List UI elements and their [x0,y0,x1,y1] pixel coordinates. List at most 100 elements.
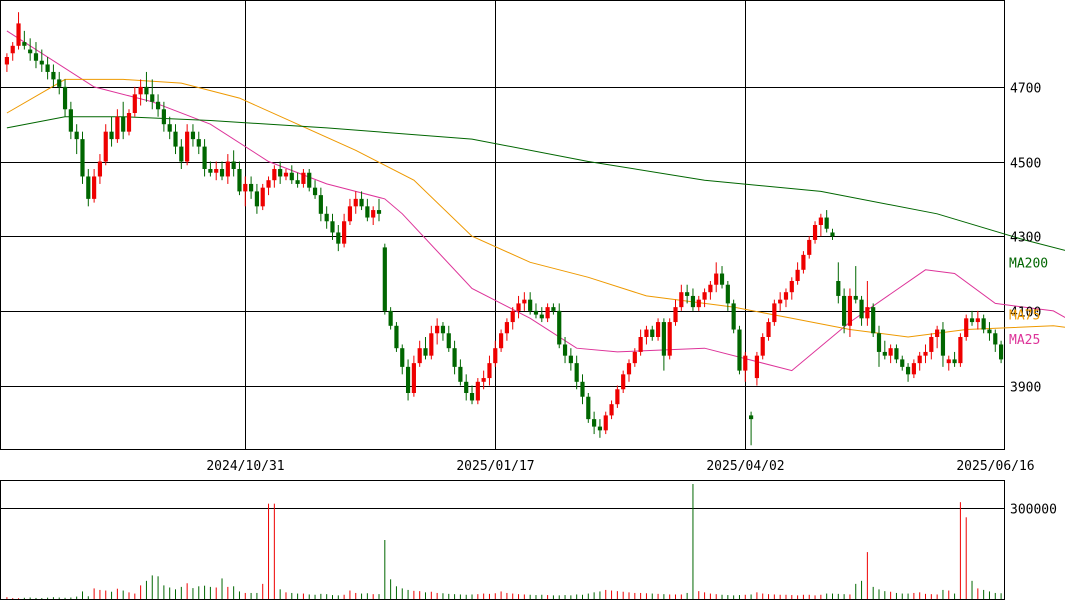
candle-down [190,131,196,140]
candle-up [499,333,504,349]
candle-up [16,23,21,46]
candle-down [592,419,597,427]
candle-down [824,217,829,229]
candle-down [528,299,533,311]
candle-down [749,415,754,420]
price-tick-label: 4500 [1010,157,1041,172]
candle-down [86,176,91,199]
candle-up [225,161,230,177]
price-tick-label: 4300 [1010,231,1041,246]
candle-up [714,273,719,285]
candle-down [237,169,242,192]
candle-up [847,295,853,326]
candle-down [661,322,666,356]
candle-down [731,303,736,330]
candle-up [411,363,416,393]
candle-up [92,176,97,199]
candle-up [708,284,713,293]
candle-down [894,348,899,360]
candle-down [249,183,254,192]
candle-up [772,303,777,323]
candle-up [807,239,812,255]
candle-down [359,198,364,207]
candle-up [609,404,614,416]
candle-down [830,232,835,237]
candle-down [719,273,725,285]
candle-down [144,86,149,95]
candle-down [312,187,318,196]
candle-up [655,322,661,337]
candle-down [278,169,283,177]
candle-down [685,292,690,296]
candle-up [126,113,132,132]
candle-down [452,348,457,367]
candle-up [353,198,358,207]
candle-down [876,333,882,352]
candle-down [219,169,225,177]
candle-up [696,299,701,308]
candle-down [405,366,411,393]
candle-up [371,210,376,218]
candle-down [981,318,986,330]
candle-down [295,180,300,184]
candle-down [574,363,579,382]
ma-line-ma25 [6,30,1065,372]
date-axis: 2024/10/31 2025/01/17 2025/04/02 2025/06/16 [206,459,1034,474]
candle-down [394,325,399,349]
candle-down [853,295,858,300]
candle-down [562,344,568,356]
candle-down [109,131,114,140]
candle-down [557,310,562,345]
candle-down [62,86,68,110]
candle-up [958,337,963,364]
candle-down [725,284,730,304]
volume-bars [6,484,1002,599]
candle-down [993,333,998,345]
candle-up [4,57,9,65]
price-axis: 3900 4100 4300 4500 4700 [1010,82,1041,396]
candle-up [214,169,219,173]
candle-up [475,381,480,401]
volume-panel-frame [0,480,1005,600]
candle-down [161,109,166,125]
candle-up [429,333,434,356]
candle-up [679,292,684,308]
candle-up [138,86,143,95]
candle-up [493,348,498,364]
candle-up [789,281,794,293]
candle-down [871,307,876,334]
ma-label-ma200: MA200 [1009,256,1048,271]
candle-up [911,363,916,375]
candle-up [504,322,509,334]
candle-down [318,195,323,214]
candle-up [487,363,492,379]
candle-up [301,172,306,184]
candle-down [987,329,992,334]
candle-down [202,146,207,169]
candle-down [173,131,178,147]
candle-down [68,109,73,132]
candle-up [946,359,951,364]
candle-down [365,206,370,218]
candle-down [33,53,39,61]
candle-up [510,310,515,323]
candle-up [103,131,108,162]
candle-up [754,355,759,379]
candle-down [539,314,544,319]
candle-up [673,307,678,323]
ma-legend: MA200 MA75 MA25 [1009,256,1048,348]
candle-up [743,355,748,371]
candle-up [766,322,771,337]
price-tick-label: 3900 [1010,381,1041,396]
candle-down [330,221,335,233]
candle-up [778,299,783,304]
candle-up [615,389,620,405]
candle-down [39,60,44,65]
candle-down [57,79,62,87]
candle-down [940,329,946,356]
candle-up [760,337,765,356]
candle-down [254,191,259,207]
candle-down [650,329,655,337]
volume-tick-label: 300000 [1010,503,1057,518]
